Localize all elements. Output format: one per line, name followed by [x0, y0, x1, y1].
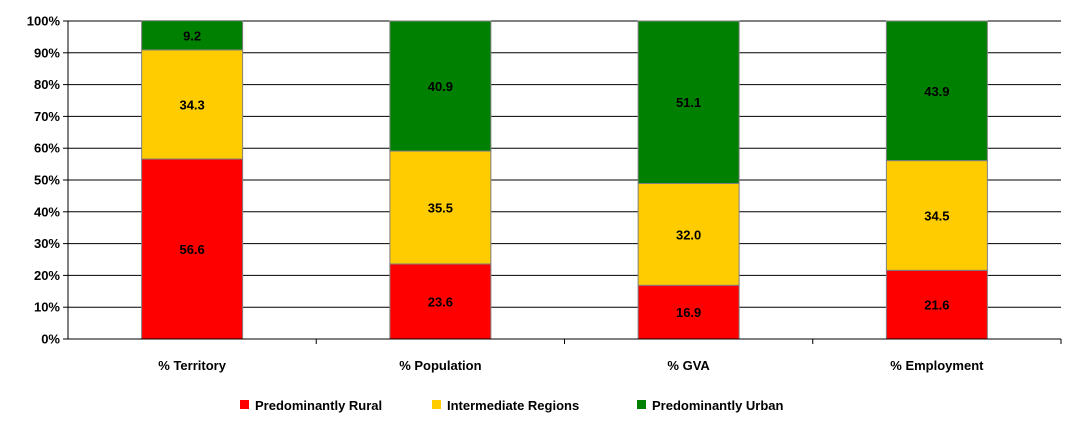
axes: 0% 10% 20% 30% 40% 50% 60% 70% 80% 90% 100% % Terri… [27, 14, 1062, 373]
bar-segment [389, 263, 492, 340]
y-tick-label: 100% [27, 14, 61, 29]
y-tick-label: 40% [34, 204, 60, 219]
legend-swatch [432, 400, 441, 409]
y-tick-label: 80% [34, 77, 60, 92]
data-label: 34.3 [179, 97, 204, 112]
bar-segment [637, 20, 740, 184]
bar-segment [389, 20, 492, 152]
bar-segment [885, 20, 988, 162]
bar-segment [141, 20, 244, 51]
data-labels: 56.6 34.3 9.2 23.6 35.5 40.9 16.9 32.0 51.1 21.6 3… [179, 28, 949, 320]
y-tick-label: 70% [34, 109, 60, 124]
legend-label: Predominantly Urban [652, 398, 784, 413]
bar-segment [885, 160, 988, 271]
x-category-label: % Territory [158, 358, 226, 373]
data-label: 56.6 [179, 242, 204, 257]
y-tick-label: 10% [34, 300, 60, 315]
x-category-label: % Employment [890, 358, 984, 373]
bars [141, 20, 988, 340]
y-tick-label: 90% [34, 45, 60, 60]
data-label: 16.9 [676, 305, 701, 320]
x-category-label: % Population [399, 358, 481, 373]
bar-segment [141, 49, 244, 160]
bar-segment [389, 150, 492, 265]
legend-swatch [240, 400, 249, 409]
y-tick-label: 50% [34, 173, 60, 188]
data-label: 43.9 [924, 84, 949, 99]
data-label: 21.6 [924, 298, 949, 313]
data-label: 51.1 [676, 95, 701, 110]
y-tick-label: 30% [34, 236, 60, 251]
x-category-label: % GVA [667, 358, 710, 373]
data-label: 40.9 [428, 79, 453, 94]
legend-swatch [637, 400, 646, 409]
bar-segment [637, 182, 740, 286]
legend: Predominantly Rural Intermediate Regions P… [240, 398, 784, 413]
y-tick-label: 20% [34, 268, 60, 283]
bar-segment [637, 284, 740, 340]
y-tick-label: 60% [34, 141, 60, 156]
data-label: 35.5 [428, 201, 453, 216]
bar-segment [885, 269, 988, 340]
data-label: 9.2 [183, 28, 201, 43]
data-label: 34.5 [924, 208, 949, 223]
data-label: 32.0 [676, 227, 701, 242]
legend-label: Predominantly Rural [255, 398, 382, 413]
legend-label: Intermediate Regions [447, 398, 579, 413]
data-label: 23.6 [428, 294, 453, 309]
y-tick-label: 0% [41, 332, 60, 347]
